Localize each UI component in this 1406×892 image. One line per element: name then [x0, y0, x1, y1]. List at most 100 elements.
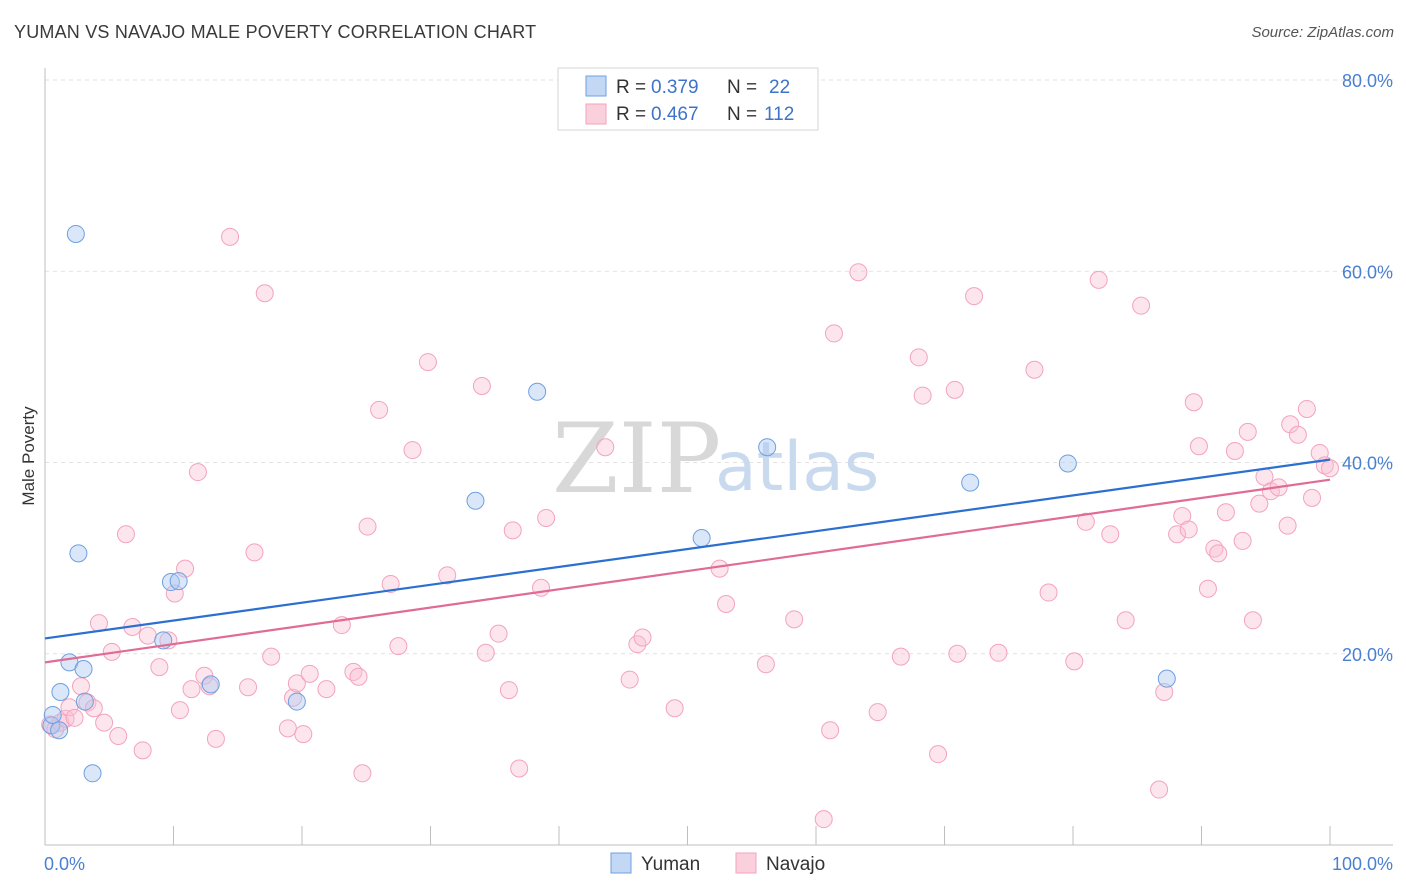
navajo-point — [71, 677, 90, 696]
navajo-point — [1209, 544, 1228, 563]
yuman-point — [528, 382, 547, 401]
navajo-point — [868, 703, 887, 722]
legend-n-label-navajo: N = — [727, 104, 757, 125]
yuman-point — [51, 683, 70, 701]
legend-n-label-yuman: N = — [727, 77, 757, 98]
navajo-point — [510, 759, 529, 778]
watermark-atlas: atlas — [715, 428, 879, 507]
navajo-point — [418, 353, 437, 372]
navajo-point — [1039, 583, 1058, 602]
y-axis-label: Male Poverty — [19, 406, 38, 506]
navajo-point — [909, 348, 928, 367]
navajo-point — [1281, 415, 1300, 434]
navajo-point — [1179, 520, 1198, 539]
navajo-point — [785, 610, 804, 629]
navajo-point — [1198, 579, 1217, 598]
navajo-point — [182, 680, 201, 699]
legend-r-label-navajo: R = — [616, 104, 646, 125]
navajo-point — [1225, 442, 1244, 461]
navajo-point — [262, 647, 281, 666]
navajo-point — [1288, 425, 1307, 444]
navajo-point — [1278, 516, 1297, 535]
navajo-point — [710, 559, 729, 578]
yuman-point — [75, 692, 94, 711]
navajo-point — [317, 680, 336, 699]
navajo-trend-line — [44, 478, 1331, 664]
legend-r-label-yuman: R = — [616, 77, 646, 98]
legend-n-value-yuman: 22 — [769, 77, 790, 98]
y-tick-label: 20.0% — [1342, 645, 1393, 665]
navajo-point — [1089, 270, 1108, 289]
navajo-point — [1155, 683, 1174, 701]
yuman-point — [69, 544, 88, 563]
navajo-point — [989, 643, 1008, 662]
navajo-point — [665, 699, 684, 718]
series-legend-swatch-yuman — [610, 852, 632, 874]
yuman-point — [201, 675, 220, 694]
navajo-point — [1025, 360, 1044, 379]
navajo-point — [1233, 531, 1252, 550]
navajo-point — [206, 729, 225, 748]
navajo-point — [849, 263, 868, 282]
navajo-point — [596, 438, 615, 457]
navajo-point — [1243, 611, 1262, 630]
navajo-point — [1321, 459, 1339, 478]
navajo-point — [499, 681, 518, 700]
navajo-point — [945, 380, 964, 399]
navajo-point — [1150, 780, 1169, 799]
yuman-point — [466, 491, 485, 510]
navajo-point — [929, 745, 948, 764]
navajo-point — [403, 441, 422, 460]
navajo-point — [1101, 525, 1120, 544]
x-tick-label-min: 0.0% — [44, 854, 85, 874]
navajo-point — [472, 377, 491, 395]
navajo-point — [95, 713, 114, 732]
legend-n-value-navajo: 112 — [764, 104, 794, 125]
navajo-point — [138, 626, 157, 645]
navajo-point — [294, 725, 313, 744]
navajo-point — [891, 647, 910, 666]
navajo-point — [1216, 503, 1235, 522]
legend-r-value-navajo: 0.467 — [651, 104, 699, 125]
navajo-point — [358, 517, 377, 536]
navajo-point — [353, 764, 372, 783]
navajo-point — [620, 670, 639, 689]
yuman-point — [83, 764, 102, 783]
navajo-point — [389, 637, 408, 656]
y-tick-labels: 20.0% 40.0% 60.0% 80.0% — [1342, 71, 1393, 665]
yuman-point — [43, 705, 62, 724]
yuman-point — [74, 660, 93, 679]
navajo-point — [84, 699, 103, 718]
navajo-point — [1238, 422, 1257, 441]
navajo-point — [1076, 512, 1095, 531]
navajo-point — [170, 701, 189, 720]
navajo-point — [245, 543, 264, 562]
navajo-point — [1168, 525, 1187, 544]
navajo-point — [948, 644, 967, 663]
legend-r-value-yuman: 0.379 — [651, 77, 699, 98]
x-tick-label-max: 100.0% — [1332, 854, 1393, 874]
trend-lines — [44, 458, 1331, 664]
chart-title: YUMAN VS NAVAJO MALE POVERTY CORRELATION… — [14, 22, 537, 42]
navajo-point — [476, 643, 495, 662]
navajo-point — [489, 624, 508, 643]
navajo-point — [821, 721, 840, 740]
yuman-point — [1157, 669, 1176, 688]
yuman-point — [758, 438, 777, 457]
yuman-point — [169, 572, 188, 591]
navajo-point — [1184, 393, 1203, 412]
yuman-point — [961, 473, 980, 492]
data-points — [41, 224, 1339, 829]
legend-swatch-yuman — [585, 75, 607, 97]
yuman-point — [161, 573, 180, 592]
y-tick-label: 40.0% — [1342, 454, 1393, 474]
navajo-point — [116, 525, 135, 544]
navajo-point — [965, 287, 984, 306]
navajo-point — [913, 386, 932, 405]
navajo-point — [150, 658, 169, 677]
navajo-point — [278, 719, 297, 738]
navajo-point — [1116, 611, 1135, 630]
navajo-point — [370, 400, 389, 419]
navajo-point — [287, 674, 306, 693]
